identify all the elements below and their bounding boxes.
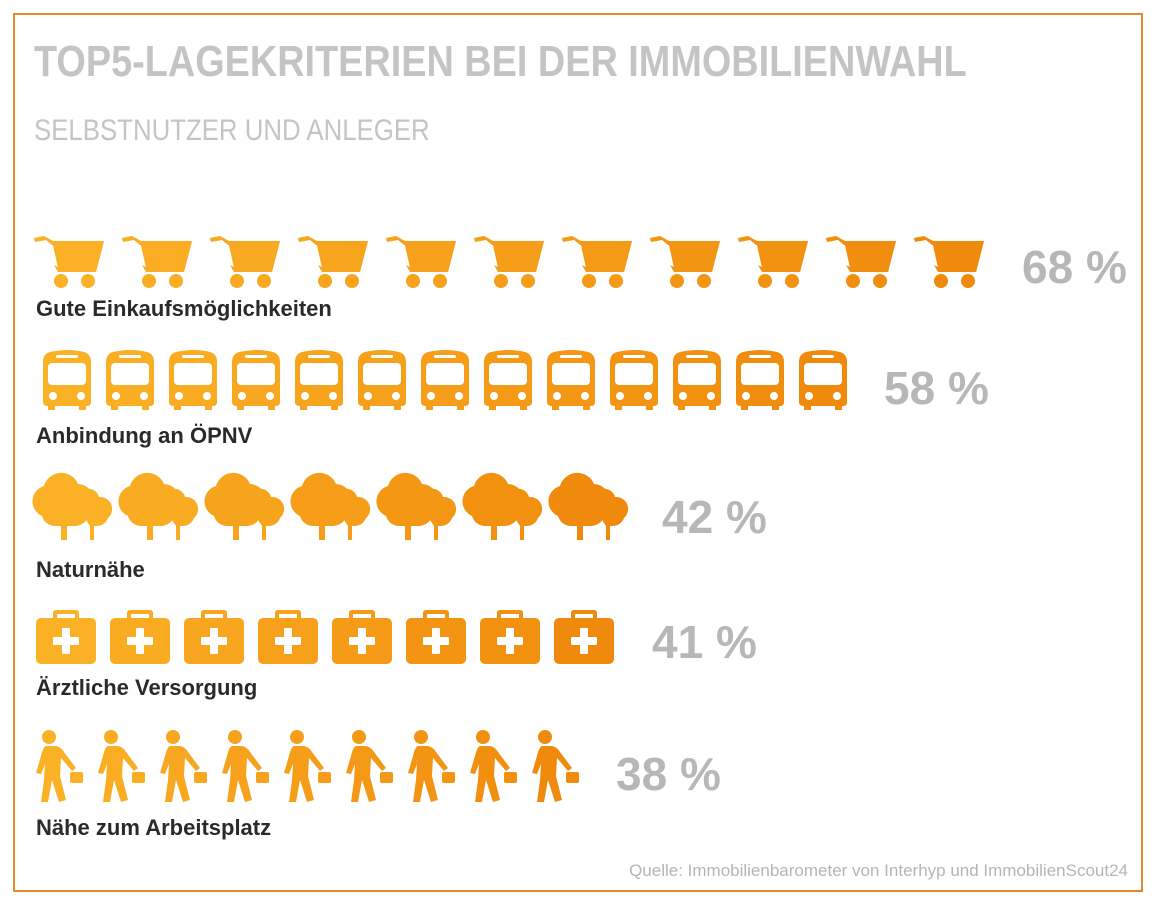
bus-icon (106, 350, 154, 410)
first-aid-kit-icon (36, 610, 96, 664)
bus-icon (358, 350, 406, 410)
chart-row: Nähe zum Arbeitsplatz 38 % (36, 730, 721, 840)
commuter-icon (98, 730, 145, 802)
first-aid-kit-icon (480, 610, 540, 664)
commuter-icon (470, 730, 517, 802)
trees-icon (462, 472, 543, 540)
shopping-cart-icon (386, 236, 456, 288)
chart-subtitle: SELBSTNUTZER UND ANLEGER (34, 114, 430, 147)
shopping-cart-icon (738, 236, 808, 288)
commuter-icon (284, 730, 331, 802)
shopping-cart-icon (122, 236, 192, 288)
bus-icon (421, 350, 469, 410)
first-aid-kit-icon (184, 610, 244, 664)
commuter-icon (532, 730, 579, 802)
bus-icon (169, 350, 217, 410)
chart-row: Naturnähe 42 % (32, 472, 767, 582)
trees-icon (548, 472, 629, 540)
bus-icon (484, 350, 532, 410)
source-note: Quelle: Immobilienbarometer von Interhyp… (629, 861, 1128, 880)
category-label: Anbindung an ÖPNV (36, 423, 253, 448)
trees-icon (118, 472, 199, 540)
bus-icon (610, 350, 658, 410)
first-aid-kit-icon (406, 610, 466, 664)
value-label: 41 % (652, 616, 757, 668)
infographic-frame (13, 13, 1143, 892)
chart-row: Gute Einkaufsmöglichkeiten 68 % (34, 236, 1127, 321)
category-label: Nähe zum Arbeitsplatz (36, 815, 271, 840)
trees-icon (290, 472, 371, 540)
shopping-cart-icon (210, 236, 280, 288)
chart-title: TOP5-LAGEKRITERIEN BEI DER IMMOBILIENWAH… (34, 37, 967, 86)
trees-icon (204, 472, 285, 540)
shopping-cart-icon (914, 236, 984, 288)
category-label: Naturnähe (36, 557, 145, 582)
commuter-icon (160, 730, 207, 802)
first-aid-kit-icon (110, 610, 170, 664)
commuter-icon (346, 730, 393, 802)
first-aid-kit-icon (258, 610, 318, 664)
shopping-cart-icon (298, 236, 368, 288)
trees-icon (32, 472, 113, 540)
bus-icon (736, 350, 784, 410)
bus-icon (43, 350, 91, 410)
bus-icon (295, 350, 343, 410)
first-aid-kit-icon (332, 610, 392, 664)
bus-icon (799, 350, 847, 410)
shopping-cart-icon (650, 236, 720, 288)
value-label: 38 % (616, 748, 721, 800)
shopping-cart-icon (34, 236, 104, 288)
commuter-icon (36, 730, 83, 802)
bus-icon (673, 350, 721, 410)
value-label: 68 % (1022, 241, 1127, 293)
bus-icon (232, 350, 280, 410)
chart-row: Ärztliche Versorgung 41 % (36, 610, 757, 700)
bus-icon (547, 350, 595, 410)
first-aid-kit-icon (554, 610, 614, 664)
chart-row: Anbindung an ÖPNV 58 % (36, 350, 989, 448)
commuter-icon (222, 730, 269, 802)
trees-icon (376, 472, 457, 540)
category-label: Ärztliche Versorgung (36, 675, 257, 700)
category-label: Gute Einkaufsmöglichkeiten (36, 296, 332, 321)
commuter-icon (408, 730, 455, 802)
value-label: 42 % (662, 491, 767, 543)
shopping-cart-icon (562, 236, 632, 288)
value-label: 58 % (884, 362, 989, 414)
shopping-cart-icon (826, 236, 896, 288)
shopping-cart-icon (474, 236, 544, 288)
